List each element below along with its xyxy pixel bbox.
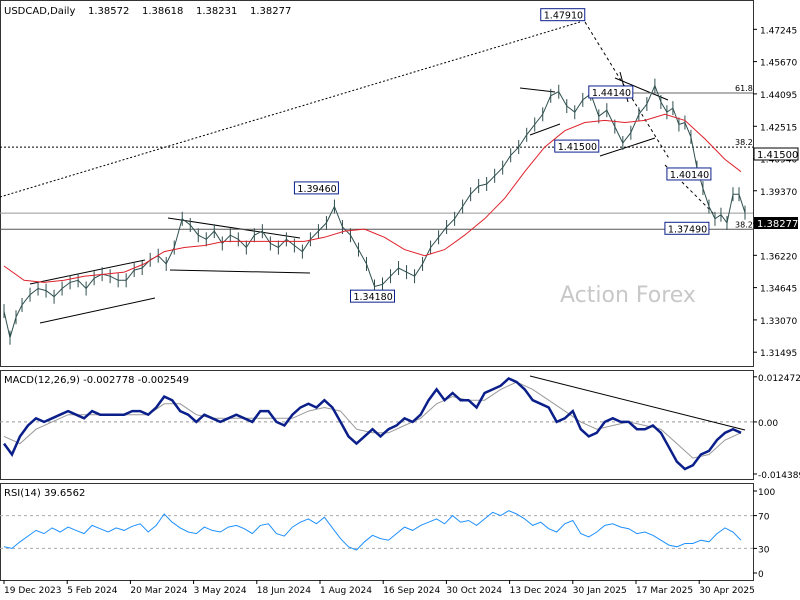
price-annotation-box: [554, 139, 600, 153]
price-tick-label: 1.33070: [760, 317, 797, 327]
price-annotation-box: [349, 289, 395, 303]
triangle-lower: [169, 269, 311, 274]
price-annotation-box: [588, 85, 634, 99]
price-labels: 1.47910 1.44140 1.41500 1.40140 1.37490 1.394…: [293, 8, 712, 303]
macd-line: [2, 377, 742, 471]
x-tick-label: 30 Oct 2024: [446, 586, 502, 596]
price-annotation-text: 1.34180: [353, 292, 392, 303]
price-tick-label: 1.34645: [760, 285, 797, 295]
x-tick-label: 16 Sep 2024: [383, 586, 440, 596]
wedge-lower: [599, 137, 656, 157]
macd-series: [2, 377, 742, 471]
price-annotation-text: 1.40140: [670, 170, 709, 181]
rsi-tick-label: 30: [758, 545, 770, 555]
rsi-tick-label: 0: [758, 570, 764, 580]
x-tick-label: 3 May 2024: [194, 586, 247, 596]
price-tick-label: 1.44095: [760, 91, 797, 101]
x-tick-label: 19 Dec 2023: [4, 586, 62, 596]
open-value: 1.38572: [88, 6, 129, 17]
price-tick-label: 1.36220: [760, 252, 797, 262]
level-price-box: [753, 147, 799, 161]
rsi-series: [3, 510, 742, 551]
macd-title: MACD(12,26,9) -0.002778 -0.002549: [4, 375, 189, 386]
price-tick-label: 1.45670: [760, 59, 797, 69]
price-annotation: 1.37490: [664, 221, 710, 235]
price-tick-label: 1.39370: [760, 188, 797, 198]
price-annotation: 1.41500: [554, 139, 600, 153]
price-tick-label: 1.47245: [760, 26, 797, 36]
price-annotation-text: 1.41500: [558, 142, 597, 153]
macd-y-axis: 0.012472 0.00 -0.014389: [0, 374, 800, 481]
rsi-panel: [0, 483, 754, 581]
price-annotation-box: [666, 167, 712, 181]
macd-tick-label: -0.014389: [758, 471, 800, 481]
price-annotation: 1.39460: [293, 181, 339, 195]
price-tick-label: 1.42515: [760, 123, 797, 133]
price-annotation-box: [293, 181, 339, 195]
trendline-dotted-up: [0, 21, 581, 198]
flag-lower: [529, 123, 561, 136]
close-value: 1.38277: [250, 6, 291, 17]
rsi-y-axis: 100 70 30 0: [0, 488, 775, 580]
price-annotation: 1.34180: [349, 289, 395, 303]
x-tick-label: 30 Jan 2025: [573, 586, 627, 596]
chart-header: USDCAD,Daily 1.38572 1.38618 1.38231 1.3…: [4, 6, 291, 17]
price-annotation-text: 1.44140: [592, 88, 631, 99]
moving-average-line: [3, 113, 742, 283]
price-panel: [0, 0, 754, 367]
low-value: 1.38231: [196, 6, 237, 17]
price-y-axis: 1.47245 1.45670 1.44095 1.42515 1.40940 1.393…: [753, 26, 797, 359]
x-tick-label: 30 Apr 2025: [699, 586, 755, 596]
watermark: Action Forex: [560, 283, 696, 308]
x-tick-label: 5 Feb 2024: [67, 586, 118, 596]
flag-upper: [519, 87, 556, 93]
fib-level-label: 38.2: [735, 138, 753, 147]
macd-tick-label: 0.012472: [758, 374, 800, 384]
x-tick-label: 17 Mar 2025: [636, 586, 693, 596]
channel-lower: [39, 297, 156, 324]
rsi-tick-label: 100: [758, 488, 775, 498]
price-annotation: 1.47910: [540, 8, 586, 22]
price-tick-label: 1.31495: [760, 349, 797, 359]
price-annotation: 1.44140: [588, 85, 634, 99]
x-tick-label: 13 Dec 2024: [510, 586, 568, 596]
current-price-box: [754, 217, 798, 229]
price-annotation-box: [540, 8, 586, 22]
price-annotation: 1.40140: [666, 167, 712, 181]
current-price-label: 1.38277: [757, 219, 798, 230]
x-tick-label: 20 Mar 2024: [130, 586, 187, 596]
fib-levels: 61.8 38.2 38.2: [0, 84, 753, 230]
x-tick-label: 18 Jun 2024: [257, 586, 311, 596]
fib-level-label: 38.2: [735, 220, 753, 229]
price-annotation-text: 1.39460: [297, 184, 336, 195]
price-annotation-text: 1.37490: [668, 224, 707, 235]
rsi-tick-label: 70: [758, 513, 770, 523]
fib-level-label: 61.8: [735, 84, 753, 93]
price-series: [3, 78, 746, 345]
price-annotation-box: [664, 221, 710, 235]
high-value: 1.38618: [142, 6, 183, 17]
level-price-label: 1.41500: [757, 150, 798, 161]
macd-tick-label: 0.00: [758, 419, 778, 429]
macd-panel: [0, 370, 754, 480]
price-line: [3, 84, 746, 340]
price-tick-label: 1.40940: [760, 156, 797, 166]
x-axis: 19 Dec 2023 5 Feb 2024 20 Mar 2024 3 May 20…: [3, 580, 755, 596]
symbol-label: USDCAD,Daily: [4, 6, 75, 17]
price-annotation-text: 1.47910: [544, 11, 583, 22]
channel-upper: [29, 259, 146, 285]
macd-trendline: [529, 375, 746, 431]
rsi-line: [3, 510, 742, 551]
rsi-title: RSI(14) 39.6562: [4, 488, 85, 499]
x-tick-label: 1 Aug 2024: [320, 586, 372, 596]
